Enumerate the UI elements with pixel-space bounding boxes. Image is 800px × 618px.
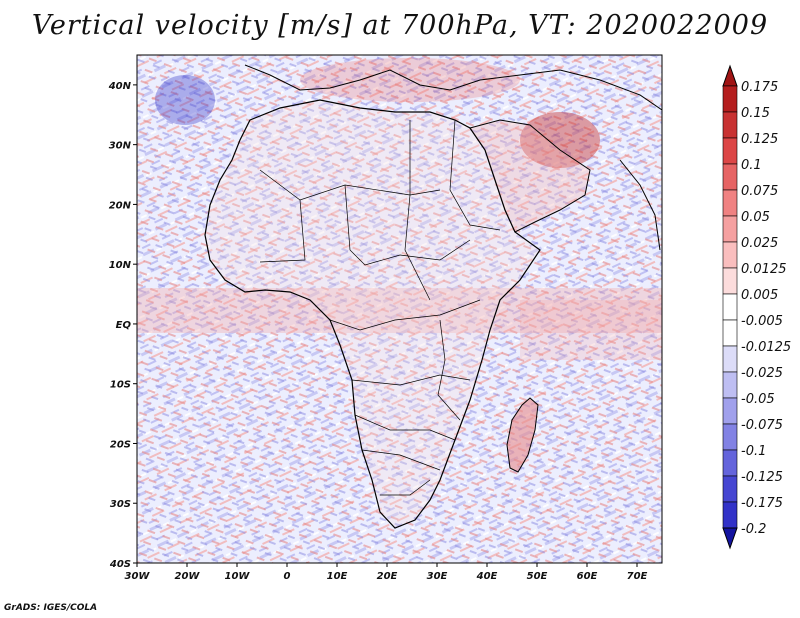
colorbar-swatch [722, 241, 738, 269]
lat-tick-label: EQ [116, 320, 132, 331]
lon-tick-label: 10W [225, 571, 251, 582]
colorbar-bottom-arrow [722, 527, 738, 550]
colorbar-swatch [722, 215, 738, 243]
latitude-axis: 40N 30N 20N 10N EQ 10S 20S 30S 40S [108, 81, 137, 570]
colorbar-label: -0.0125 [741, 340, 791, 355]
colorbar-label: 0.1 [741, 158, 762, 173]
colorbar-label: -0.1 [741, 444, 766, 459]
colorbar-swatch [722, 163, 738, 191]
europe-coastline [244, 64, 662, 111]
lat-tick-label: 30N [109, 141, 132, 152]
colorbar-swatch [722, 501, 738, 529]
lon-tick-label: 30E [427, 571, 448, 582]
colorbar-label: -0.025 [741, 366, 783, 381]
colorbar-swatch [722, 371, 738, 399]
map-title: Vertical velocity [m/s] at 700hPa, VT: 2… [31, 10, 769, 41]
colorbar: 0.175 0.15 0.125 0.1 0.075 0.05 0.025 0.0125 0.0… [722, 64, 791, 550]
colorbar-label: -0.175 [741, 496, 783, 511]
south-indian-red-band [520, 300, 662, 360]
lon-tick-label: 20E [377, 571, 398, 582]
colorbar-label: 0.005 [741, 288, 778, 303]
lon-tick-label: 20W [175, 571, 201, 582]
madagascar-outline [506, 397, 539, 473]
map-frame [136, 54, 663, 564]
lon-tick-label: 60E [577, 571, 598, 582]
lon-tick-label: 70E [627, 571, 648, 582]
grads-credit: GrADS: IGES/COLA [4, 603, 98, 613]
india-coastline [619, 159, 661, 251]
colorbar-label: 0.025 [741, 236, 778, 251]
lon-tick-label: 30W [125, 571, 151, 582]
colorbar-label: -0.2 [741, 522, 766, 537]
colorbar-swatch [722, 345, 738, 373]
colorbar-label: -0.075 [741, 418, 783, 433]
africa-coastline [204, 99, 541, 529]
map-panel [137, 55, 662, 563]
lon-tick-label: 10E [327, 571, 348, 582]
lat-tick-label: 20N [109, 200, 132, 211]
lat-tick-label: 40N [108, 81, 132, 92]
colorbar-swatch [722, 449, 738, 477]
lat-tick-label: 10S [110, 380, 131, 391]
colorbar-label: 0.175 [741, 80, 778, 95]
arabia-coastline [469, 119, 591, 233]
colorbar-swatch [722, 189, 738, 217]
lat-tick-label: 30S [110, 499, 131, 510]
colorbar-label: -0.125 [741, 470, 783, 485]
colorbar-label: 0.05 [741, 210, 770, 225]
lon-tick-label: 0 [284, 571, 291, 582]
lat-tick-label: 10N [109, 260, 132, 271]
lat-tick-label: 20S [110, 439, 131, 450]
colorbar-label: -0.05 [741, 392, 775, 407]
colorbar-swatch [722, 267, 738, 295]
colorbar-label: -0.005 [741, 314, 783, 329]
colorbar-swatch [722, 423, 738, 451]
colorbar-swatch [722, 319, 738, 347]
colorbar-swatch [722, 137, 738, 165]
colorbar-label: 0.0125 [741, 262, 787, 277]
longitude-axis: 30W 20W 10W 0 10E 20E 30E 40E 50E 60E 70E [125, 563, 648, 582]
colorbar-swatch [722, 475, 738, 503]
north-atlantic-blue-swirl [155, 75, 215, 125]
colorbar-top-arrow [722, 64, 738, 87]
equatorial-red-band [137, 288, 662, 333]
country-borders [259, 119, 501, 496]
iran-high-velocity-area [520, 112, 600, 168]
lat-tick-label: 40S [109, 559, 131, 570]
lon-tick-label: 40E [476, 571, 498, 582]
colorbar-label: 0.15 [741, 106, 770, 121]
lon-tick-label: 50E [527, 571, 548, 582]
colorbar-swatch [722, 111, 738, 139]
colorbar-swatch [722, 85, 738, 113]
colorbar-swatch [722, 293, 738, 321]
colorbar-label: 0.125 [741, 132, 778, 147]
colorbar-label: 0.075 [741, 184, 778, 199]
colorbar-swatch [722, 397, 738, 425]
